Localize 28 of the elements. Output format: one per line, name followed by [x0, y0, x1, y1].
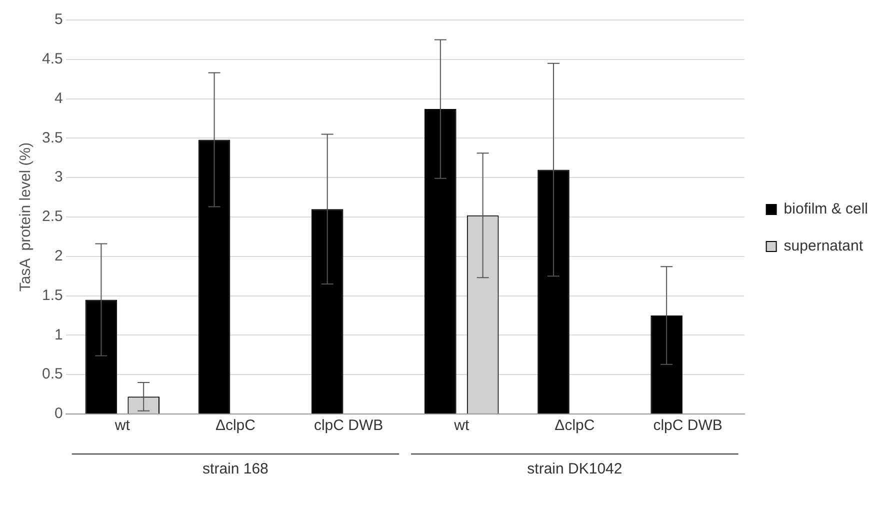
bar — [85, 300, 118, 414]
y-tick-label: 0.5 — [42, 366, 63, 383]
x-tick-label: wt — [114, 417, 131, 434]
x-tick-label: ΔclpC — [554, 417, 595, 434]
y-tick-label: 3.5 — [42, 129, 63, 146]
y-tick-label: 5 — [54, 11, 63, 28]
y-tick-label: 4 — [54, 90, 63, 107]
bar — [311, 209, 344, 414]
legend-label: biofilm & cell — [784, 200, 868, 218]
bar — [198, 140, 230, 414]
x-tick-label: clpC DWB — [314, 417, 384, 434]
y-tick-label: 0 — [54, 405, 63, 422]
bar — [424, 109, 456, 414]
y-tick-label: 4.5 — [42, 50, 63, 68]
y-axis-title: TasA protein level (%) — [17, 142, 34, 292]
y-tick-label: 1.5 — [42, 286, 63, 304]
x-tick-label: clpC DWB — [653, 417, 722, 434]
bar — [650, 316, 682, 414]
bar — [538, 170, 570, 414]
text: strain DK1042 — [527, 460, 622, 478]
legend-label: supernatant — [784, 238, 864, 255]
y-tick-label: 2 — [54, 248, 63, 265]
x-tick-label: ΔclpC — [215, 417, 256, 434]
y-tick-label: 3 — [54, 168, 63, 186]
text: strain 168 — [202, 460, 268, 478]
y-tick-label: 1 — [54, 326, 63, 344]
y-tick-label: 2.5 — [42, 208, 63, 226]
x-tick-label: wt — [453, 417, 470, 434]
